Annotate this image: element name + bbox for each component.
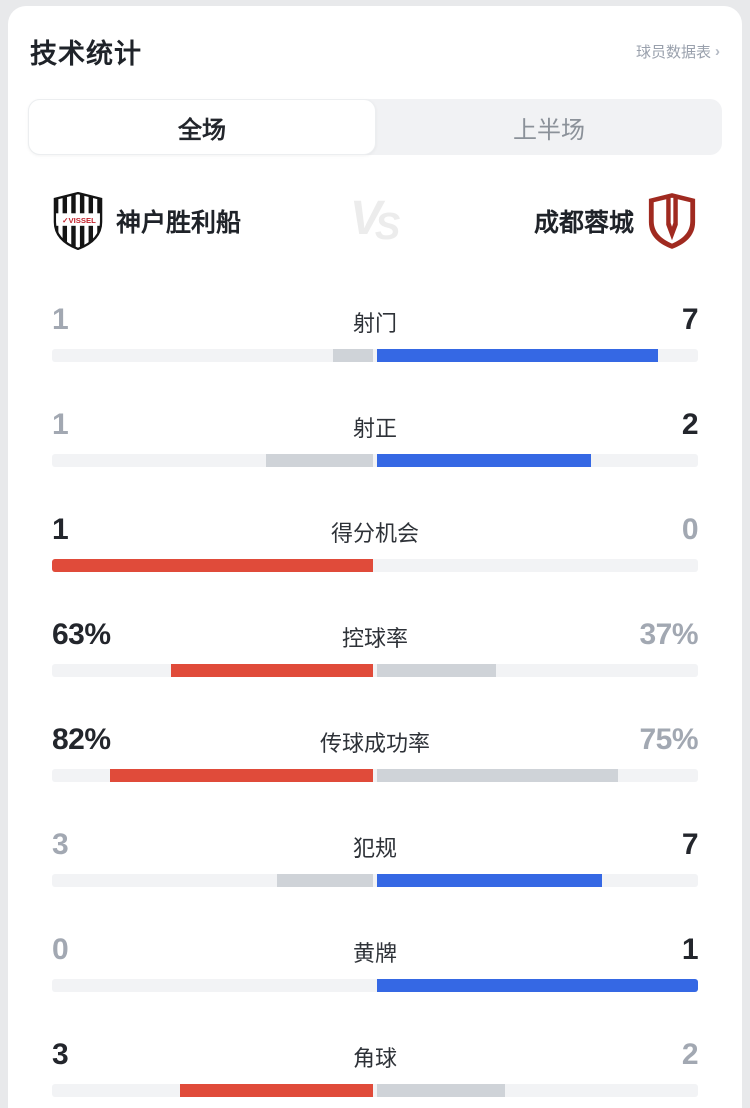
away-bar-fill: [377, 1084, 506, 1097]
home-value: 3: [52, 828, 69, 861]
home-team: ✓VISSEL 神户胜利船: [52, 192, 241, 250]
home-bar-half: [52, 664, 373, 677]
chevron-right-icon: ›: [715, 43, 720, 60]
stat-bar-track: [52, 874, 698, 887]
away-bar-fill: [377, 874, 602, 887]
stat-values-line: 3 角球 2: [52, 1038, 699, 1074]
stat-bar-track: [52, 664, 698, 677]
away-bar-fill: [377, 454, 592, 467]
stat-row-5: 82% 传球成功率 75%: [52, 723, 698, 782]
home-bar-half: [52, 559, 373, 572]
stat-values-line: 3 犯规 7: [52, 828, 699, 864]
away-bar-fill: [377, 979, 698, 992]
stat-label: 犯规: [352, 836, 398, 861]
home-bar-half: [52, 979, 373, 992]
stat-bar-track: [52, 454, 698, 467]
page-title: 技术统计: [30, 39, 142, 69]
stat-row-7: 0 黄牌 1: [52, 933, 699, 992]
stats-panel-card: 技术统计 球员数据表 › 全场 上半场: [8, 6, 742, 1108]
home-bar-fill: [109, 769, 373, 782]
stat-bar-track: [52, 979, 698, 992]
away-value: 0: [681, 513, 699, 546]
away-value: 75%: [639, 723, 698, 756]
stat-label: 得分机会: [330, 521, 420, 546]
away-value: 1: [681, 933, 699, 966]
home-value: 63%: [52, 618, 111, 651]
vissel-kobe-crest-icon: ✓VISSEL: [53, 192, 103, 250]
stat-label: 传球成功率: [319, 731, 431, 756]
away-bar-half: [377, 874, 698, 887]
stat-values-line: 1 得分机会 0: [52, 513, 699, 549]
home-bar-fill: [52, 559, 373, 572]
away-bar-fill: [377, 664, 496, 677]
away-bar-half: [377, 454, 698, 467]
home-value: 82%: [52, 723, 111, 756]
stat-row-1: 1 射门 7: [52, 303, 699, 362]
home-bar-half: [52, 874, 373, 887]
away-value: 2: [681, 1038, 699, 1071]
home-bar-fill: [276, 874, 373, 887]
stat-values-line: 0 黄牌 1: [52, 933, 699, 969]
home-bar-fill: [170, 664, 373, 677]
stat-row-6: 3 犯规 7: [52, 828, 699, 887]
home-bar-fill: [180, 1084, 373, 1097]
stat-bar-track: [52, 769, 698, 782]
stat-label: 控球率: [341, 626, 409, 651]
vs-label: VS: [349, 192, 401, 249]
stat-label: 射正: [352, 416, 398, 441]
home-value: 1: [52, 513, 69, 546]
away-bar-half: [377, 664, 698, 677]
home-bar-fill: [332, 349, 373, 362]
stat-row-2: 1 射正 2: [52, 408, 699, 467]
away-bar-half: [377, 349, 698, 362]
stat-bar-track: [52, 1084, 698, 1097]
home-bar-half: [52, 769, 373, 782]
stat-values-line: 63% 控球率 37%: [52, 618, 698, 654]
away-bar-fill: [377, 769, 618, 782]
stat-values-line: 1 射正 2: [52, 408, 699, 444]
stat-row-8: 3 角球 2: [52, 1038, 699, 1097]
svg-text:✓VISSEL: ✓VISSEL: [62, 216, 96, 225]
home-bar-half: [52, 1084, 373, 1097]
stat-row-3: 1 得分机会 0: [52, 513, 699, 572]
stats-list: 1 射门 7 1 射正 2 1: [8, 303, 742, 1097]
stat-label: 射门: [352, 311, 398, 336]
tab-first-half[interactable]: 上半场: [513, 116, 585, 144]
home-value: 0: [52, 933, 69, 966]
home-value: 3: [52, 1038, 69, 1071]
stat-bar-track: [52, 349, 698, 362]
stat-row-4: 63% 控球率 37%: [52, 618, 698, 677]
away-team: 成都蓉城: [534, 192, 698, 250]
away-bar-half: [377, 559, 698, 572]
away-value: 7: [681, 828, 699, 861]
stat-label: 角球: [352, 1046, 398, 1071]
team-row: ✓VISSEL 神户胜利船 VS 成都蓉城: [52, 189, 698, 253]
player-data-link[interactable]: 球员数据表 ›: [636, 41, 720, 62]
away-bar-half: [377, 769, 698, 782]
stat-values-line: 1 射门 7: [52, 303, 699, 339]
away-team-name: 成都蓉城: [533, 209, 634, 237]
away-value: 37%: [639, 618, 698, 651]
home-value: 1: [52, 303, 69, 336]
home-bar-half: [52, 349, 373, 362]
stat-bar-track: [52, 559, 698, 572]
home-value: 1: [52, 408, 69, 441]
stat-values-line: 82% 传球成功率 75%: [52, 723, 698, 759]
tab-full-match[interactable]: 全场: [28, 99, 376, 155]
away-bar-half: [377, 979, 698, 992]
home-bar-half: [52, 454, 373, 467]
home-team-name: 神户胜利船: [116, 209, 242, 237]
panel-header: 技术统计 球员数据表 ›: [8, 6, 742, 71]
away-value: 2: [681, 408, 699, 441]
away-bar-half: [377, 1084, 698, 1097]
home-bar-fill: [266, 454, 373, 467]
away-bar-fill: [377, 349, 658, 362]
chengdu-rongcheng-crest-icon: [648, 193, 696, 249]
stat-label: 黄牌: [352, 941, 398, 966]
period-tab-bar: 全场 上半场: [28, 99, 722, 155]
player-data-link-label: 球员数据表: [635, 44, 711, 61]
away-value: 7: [681, 303, 699, 336]
